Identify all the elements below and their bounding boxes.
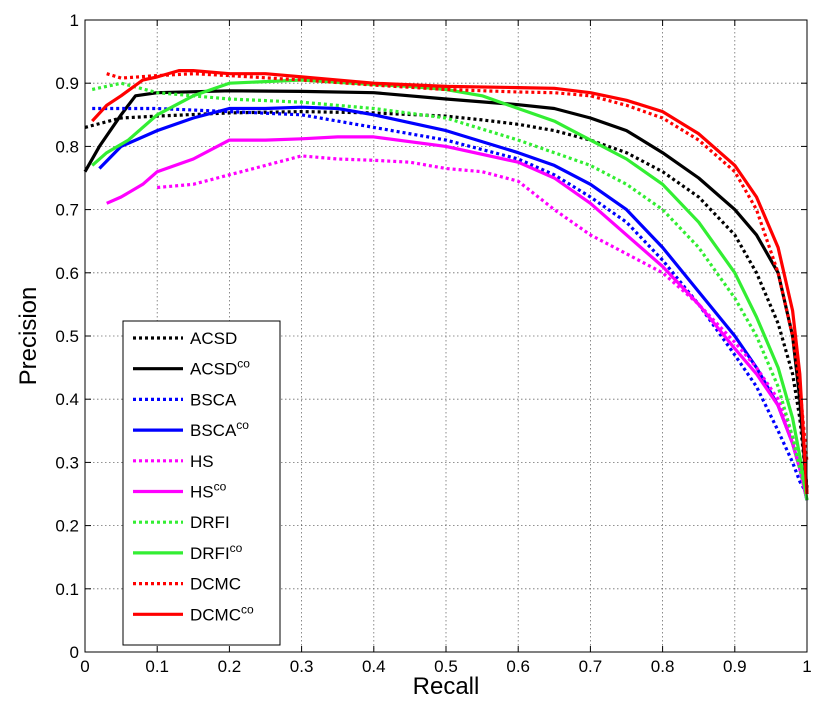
y-tick-label: 1 <box>70 11 79 30</box>
y-tick-label: 0.4 <box>55 390 79 409</box>
legend-label: BSCAco <box>190 418 249 440</box>
series-line-dcmc <box>106 72 809 463</box>
series-line-acsd-co <box>83 89 809 495</box>
y-tick-label: 0.3 <box>55 453 79 472</box>
series-line-drfi <box>91 81 809 495</box>
x-tick-label: 0 <box>80 657 89 676</box>
legend-label: DRFI <box>190 513 230 532</box>
y-tick-label: 0.5 <box>55 327 79 346</box>
x-tick-label: 0.3 <box>290 657 314 676</box>
x-tick-label: 0.9 <box>723 657 747 676</box>
y-tick-label: 0.1 <box>55 580 79 599</box>
series-lines <box>83 68 809 501</box>
legend-label: BSCA <box>190 390 237 409</box>
legend: ACSD ACSDco BSCA BSCAco HS HSco DRFI DRFIco DCMC… <box>122 320 281 646</box>
x-tick-label: 1 <box>802 657 811 676</box>
legend-label: DRFIco <box>190 541 243 563</box>
x-tick-label: 0.1 <box>145 657 169 676</box>
legend-label: ACSD <box>190 329 237 348</box>
x-tick-label: 0.7 <box>579 657 603 676</box>
legend-box <box>122 320 281 646</box>
x-tick-label: 0.5 <box>434 657 458 676</box>
y-tick-label: 0 <box>70 643 79 662</box>
legend-label: HSco <box>190 480 227 502</box>
series-line-hs-co <box>106 135 809 501</box>
series-line-hs <box>157 154 809 495</box>
y-axis-title: Precision <box>15 287 42 386</box>
x-tick-label: 0.4 <box>362 657 386 676</box>
y-tick-label: 0.8 <box>55 137 79 156</box>
legend-label: DCMC <box>190 575 241 594</box>
legend-label: DCMCco <box>190 602 254 624</box>
x-tick-labels: 0 0.1 0.2 0.3 0.4 0.5 0.6 0.7 0.8 0.9 1 <box>80 657 811 676</box>
series-line-drfi-co <box>91 78 809 501</box>
series-line-dcmc-co <box>91 68 809 495</box>
y-tick-label: 0.2 <box>55 517 79 536</box>
series-line-bsca <box>92 106 809 495</box>
y-tick-label: 0.9 <box>55 74 79 93</box>
x-tick-label: 0.6 <box>506 657 530 676</box>
legend-label: HS <box>190 452 214 471</box>
x-axis-title: Recall <box>413 673 480 700</box>
x-tick-label: 0.8 <box>651 657 675 676</box>
series-line-acsd <box>84 109 809 488</box>
y-tick-labels: 0 0.1 0.2 0.3 0.4 0.5 0.6 0.7 0.8 0.9 1 <box>55 11 79 662</box>
series-line-bsca-co <box>98 105 809 501</box>
legend-label: ACSDco <box>190 357 250 379</box>
x-tick-label: 0.2 <box>218 657 242 676</box>
y-tick-label: 0.7 <box>55 201 79 220</box>
axis-ticks <box>84 19 808 653</box>
y-tick-label: 0.6 <box>55 264 79 283</box>
